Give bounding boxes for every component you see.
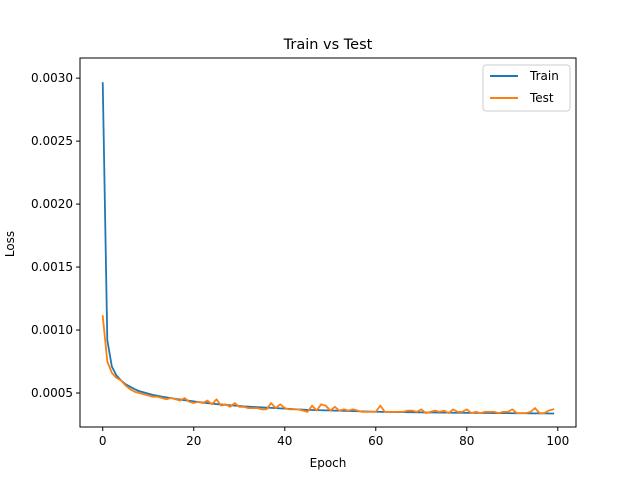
- legend-label-test: Test: [529, 91, 554, 105]
- x-tick-label: 100: [546, 434, 569, 448]
- legend: Train Test: [482, 64, 571, 112]
- y-tick-label: 0.0005: [31, 386, 73, 400]
- legend-label-train: Train: [529, 69, 559, 83]
- y-axis-label: Loss: [3, 231, 17, 257]
- x-tick-label: 20: [186, 434, 201, 448]
- y-tick-label: 0.0030: [31, 71, 73, 85]
- y-tick-label: 0.0010: [31, 323, 73, 337]
- x-tick-label: 60: [368, 434, 383, 448]
- y-tick-label: 0.0025: [31, 134, 73, 148]
- x-tick-label: 40: [277, 434, 292, 448]
- y-axis: 0.0005 0.0010 0.0015 0.0020 0.0025 0.0030: [31, 71, 80, 400]
- plot-area-frame: [79, 57, 577, 428]
- x-tick-label: 80: [459, 434, 474, 448]
- x-axis-label: Epoch: [310, 456, 347, 470]
- y-tick-label: 0.0020: [31, 197, 73, 211]
- chart-title: Train vs Test: [283, 37, 373, 53]
- x-tick-label: 0: [99, 434, 107, 448]
- test-loss-line: [101, 315, 555, 415]
- x-axis: 0 20 40 60 80 100: [99, 427, 569, 448]
- y-tick-label: 0.0015: [31, 260, 73, 274]
- series-layer: [101, 82, 555, 415]
